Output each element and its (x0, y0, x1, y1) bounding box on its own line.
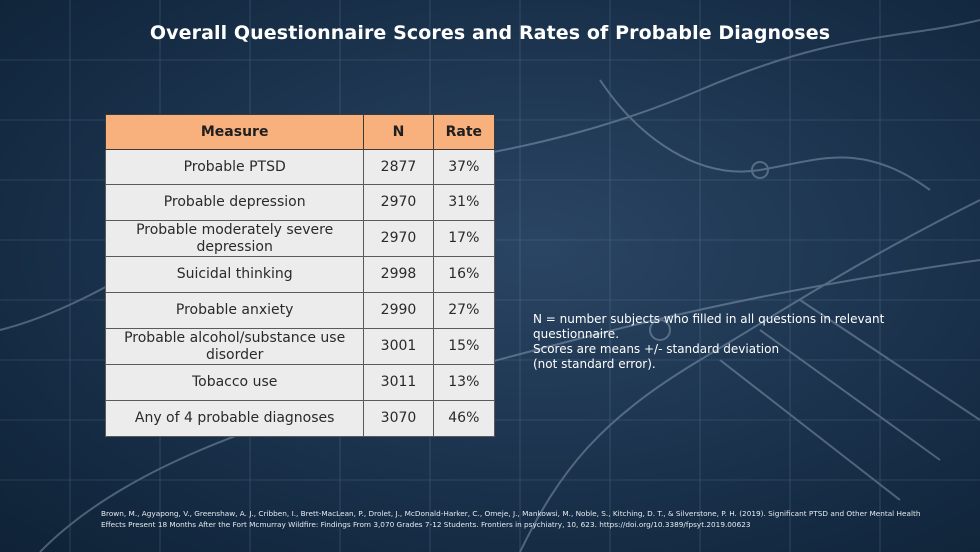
table-row: Probable alcohol/substance use disorder … (104, 328, 496, 365)
table-row: Any of 4 probable diagnoses 3070 46% (104, 400, 496, 437)
cell-measure: Probable moderately severe depression (104, 220, 365, 257)
cell-measure: Probable PTSD (104, 149, 365, 185)
cell-rate: 27% (432, 292, 496, 329)
cell-measure: Probable depression (104, 184, 365, 221)
table-row: Probable anxiety 2990 27% (104, 292, 496, 329)
footnote-line: (not standard error). (533, 357, 656, 371)
cell-rate: 31% (432, 184, 496, 221)
cell-rate: 16% (432, 256, 496, 293)
footnote-line: N = number subjects who filled in all qu… (533, 312, 889, 341)
diagnoses-table: Measure N Rate Probable PTSD 2877 37% Pr… (104, 114, 496, 437)
cell-measure: Any of 4 probable diagnoses (104, 400, 365, 437)
table-row: Tobacco use 3011 13% (104, 364, 496, 401)
cell-measure: Probable alcohol/substance use disorder (104, 328, 365, 365)
cell-rate: 46% (432, 400, 496, 437)
header-rate: Rate (432, 114, 496, 150)
cell-rate: 17% (432, 220, 496, 257)
cell-rate: 13% (432, 364, 496, 401)
cell-n: 2970 (363, 184, 434, 221)
table-row: Probable PTSD 2877 37% (104, 149, 496, 185)
cell-n: 2877 (363, 149, 434, 185)
cell-rate: 15% (432, 328, 496, 365)
table-row: Probable depression 2970 31% (104, 184, 496, 221)
cell-n: 2998 (363, 256, 434, 293)
cell-n: 2990 (363, 292, 434, 329)
cell-measure: Suicidal thinking (104, 256, 365, 293)
cell-n: 3001 (363, 328, 434, 365)
table-footnote: N = number subjects who filled in all qu… (533, 312, 933, 372)
header-n: N (363, 114, 434, 150)
slide-title: Overall Questionnaire Scores and Rates o… (149, 22, 831, 44)
cell-rate: 37% (432, 149, 496, 185)
table-row: Suicidal thinking 2998 16% (104, 256, 496, 293)
cell-n: 3070 (363, 400, 434, 437)
table-header-row: Measure N Rate (104, 114, 496, 150)
cell-measure: Probable anxiety (104, 292, 365, 329)
source-citation: Brown, M., Agyapong, V., Greenshaw, A. J… (101, 509, 921, 529)
cell-n: 3011 (363, 364, 434, 401)
table-row: Probable moderately severe depression 29… (104, 220, 496, 257)
header-measure: Measure (104, 114, 365, 150)
footnote-line: Scores are means +/- standard deviation (533, 342, 780, 356)
cell-n: 2970 (363, 220, 434, 257)
cell-measure: Tobacco use (104, 364, 365, 401)
